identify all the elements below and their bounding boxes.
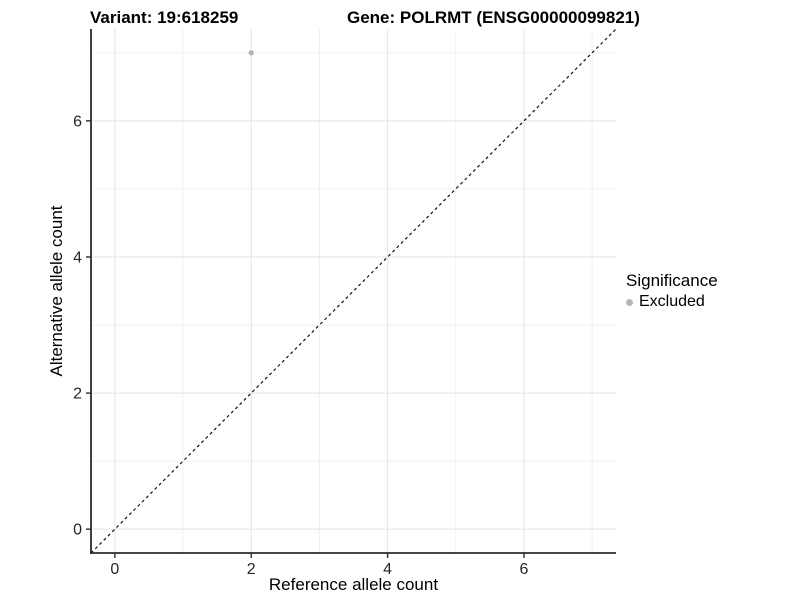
legend-item-label: Excluded bbox=[639, 293, 705, 310]
data-point bbox=[248, 50, 254, 56]
legend-key-dot bbox=[626, 298, 633, 306]
identity-line bbox=[90, 28, 617, 554]
gene-title: Gene: POLRMT (ENSG00000099821) bbox=[347, 8, 640, 27]
y-tick-label: 0 bbox=[73, 522, 82, 539]
legend-title: Significance bbox=[626, 271, 718, 290]
legend-item-excluded: Excluded bbox=[626, 293, 718, 311]
x-tick-label: 0 bbox=[110, 561, 119, 578]
y-tick-label: 6 bbox=[73, 113, 82, 130]
legend: Significance Excluded bbox=[626, 271, 718, 311]
y-tick-label: 4 bbox=[73, 249, 82, 266]
x-axis-title: Reference allele count bbox=[268, 575, 439, 594]
x-tick-label: 6 bbox=[520, 561, 529, 578]
x-tick-label: 4 bbox=[383, 561, 392, 578]
x-tick-label: 2 bbox=[247, 561, 256, 578]
y-tick-label: 2 bbox=[73, 386, 82, 403]
variant-title: Variant: 19:618259 bbox=[90, 8, 239, 27]
y-axis-title: Alternative allele count bbox=[47, 205, 66, 377]
